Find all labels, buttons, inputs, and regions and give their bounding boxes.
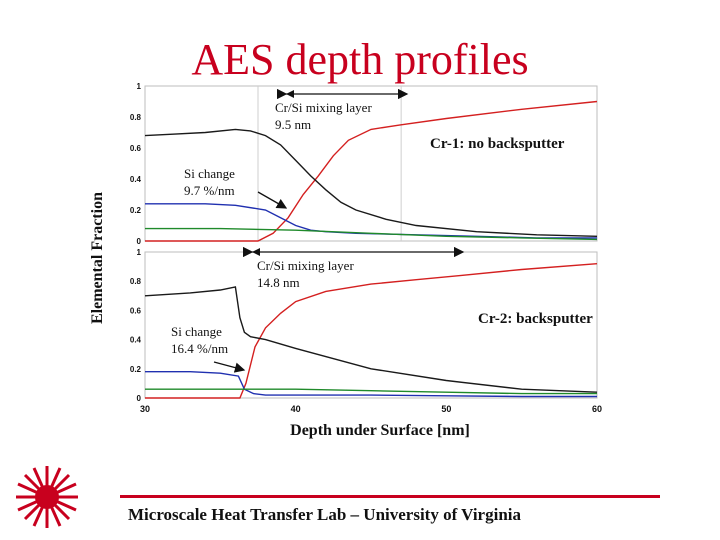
series-line: [145, 100, 598, 242]
plot-frame: [144, 85, 598, 242]
x-axis-label: Depth under Surface [nm]: [290, 422, 470, 439]
annotation-si-change: 16.4 %/nm: [171, 341, 228, 356]
y-tick-label: 0.2: [130, 206, 142, 215]
annotation-mixing-layer: 9.5 nm: [275, 117, 311, 132]
annotation-mixing-layer: Cr/Si mixing layer: [275, 100, 372, 115]
slide-title: AES depth profiles: [191, 35, 529, 84]
y-tick-label: 0.4: [130, 175, 142, 184]
si-change-arrow: [213, 361, 246, 373]
y-tick-label: 0.2: [130, 365, 142, 374]
panel-top: 0 0.2 0.4 0.6 0.8 1: [130, 82, 598, 246]
annotation-mixing-layer: Cr/Si mixing layer: [257, 258, 354, 273]
series-line: [145, 371, 597, 398]
y-tick-label: 0.6: [130, 144, 142, 153]
series-line: [144, 128, 598, 237]
y-tick-label: 0.8: [130, 277, 142, 286]
annotation-mixing-layer: 14.8 nm: [257, 275, 300, 290]
series-line: [144, 286, 598, 393]
annotation-si-change: Si change: [171, 324, 222, 339]
x-tick-label: 40: [291, 404, 301, 414]
y-tick-label: 0.6: [130, 306, 142, 315]
series-line: [145, 388, 597, 395]
series-line: [145, 263, 598, 399]
series-line: [145, 227, 598, 241]
annotation-panel-label: Cr-1: no backsputter: [430, 136, 565, 152]
si-change-arrow: [257, 191, 288, 209]
y-tick-label: 0.8: [130, 113, 142, 122]
x-tick-label: 50: [441, 404, 451, 414]
x-tick-label: 60: [592, 404, 602, 414]
arrowhead-start: [286, 90, 294, 98]
footer-text: Microscale Heat Transfer Lab – Universit…: [128, 505, 522, 524]
panel-bottom: 0 0.2 0.4 0.6 0.8 1 30 40 50 60: [130, 248, 602, 414]
y-tick-label: 0: [137, 237, 142, 246]
footer-divider: [120, 495, 660, 498]
arrowhead-start: [252, 248, 260, 256]
y-tick-label: 0: [137, 394, 142, 403]
y-tick-label: 1: [137, 248, 142, 257]
y-tick-label: 0.4: [130, 336, 142, 345]
annotation-si-change: 9.7 %/nm: [184, 183, 235, 198]
x-tick-label: 30: [140, 404, 150, 414]
annotation-panel-label: Cr-2: backsputter: [478, 311, 593, 327]
y-tick-label: 1: [137, 82, 142, 91]
y-axis-label: Elemental Fraction: [89, 192, 106, 324]
red-starburst-laser-icon: [16, 466, 78, 528]
annotation-si-change: Si change: [184, 166, 235, 181]
